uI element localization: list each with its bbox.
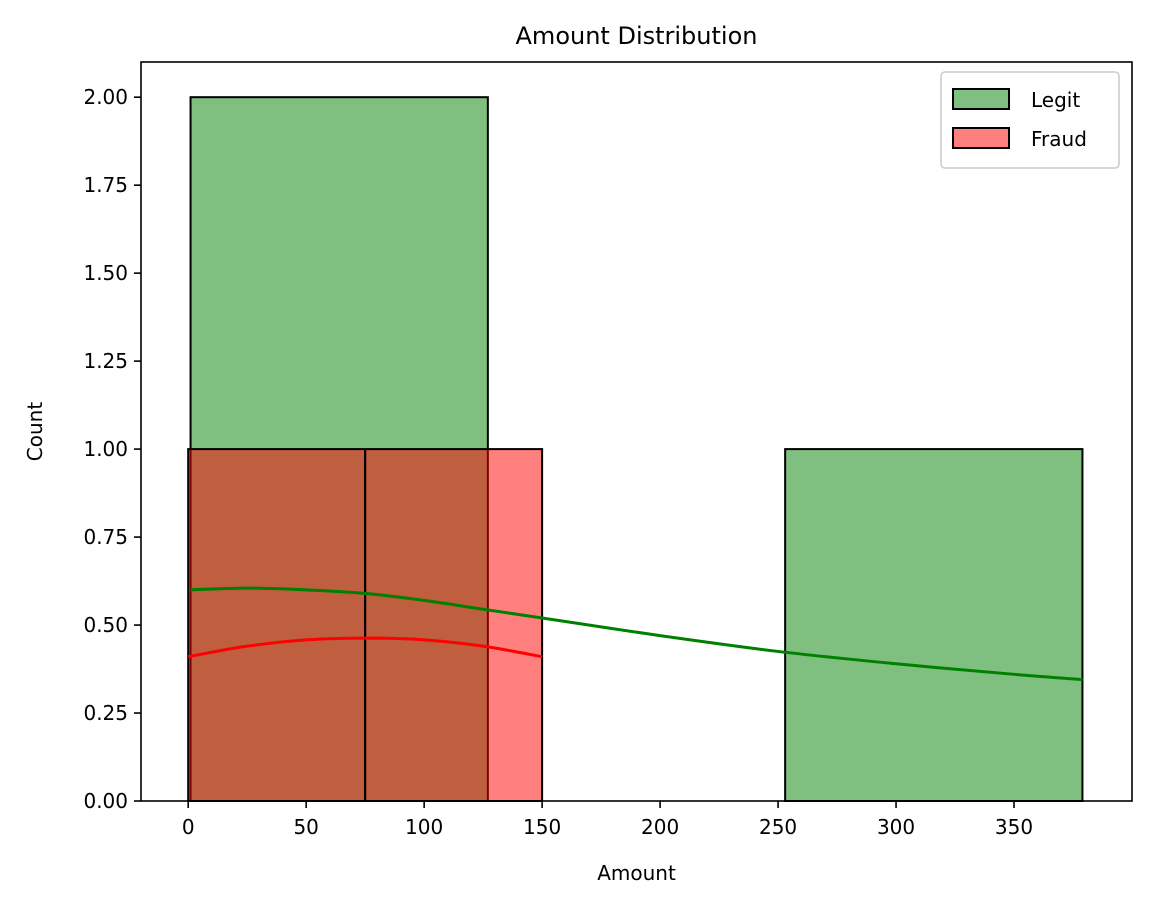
y-tick-label-2: 0.50 [83,613,128,637]
x-axis-title: Amount [597,861,676,885]
y-tick-label-1: 0.25 [83,701,128,725]
plot-area [140,61,1133,802]
x-tick-label-3: 150 [523,815,561,839]
legit-kde-line [190,586,1083,682]
y-axis-title: Count [23,402,47,462]
legend-label-legit: Legit [1031,88,1080,112]
legit-bar-2 [784,448,1084,802]
y-tick-label-4: 1.00 [83,437,128,461]
y-tick-label-7: 1.75 [83,173,128,197]
y-tick-label-8: 2.00 [83,85,128,109]
fraud-bar-0 [187,448,367,802]
plot-frame [140,61,1133,802]
x-tick-label-1: 50 [293,815,318,839]
y-tick-label-6: 1.50 [83,261,128,285]
y-tick-label-0: 0.00 [83,789,128,813]
x-tick-label-4: 200 [641,815,679,839]
x-tick-label-5: 250 [759,815,797,839]
legend-box [940,71,1120,169]
y-tick-label-5: 1.25 [83,349,128,373]
x-tick-label-2: 100 [405,815,443,839]
x-tick-label-7: 350 [995,815,1033,839]
legend: Legit Fraud [940,71,1120,169]
x-tick-label-6: 300 [877,815,915,839]
legend-swatch-fraud [952,127,1010,149]
x-tick-label-0: 0 [182,815,195,839]
fraud-kde-line [187,636,543,659]
fraud-bar-1 [364,448,544,802]
legend-swatch-legit [952,88,1010,110]
chart-title: Amount Distribution [516,22,758,50]
legend-label-fraud: Fraud [1031,127,1087,151]
y-tick-label-3: 0.75 [83,525,128,549]
